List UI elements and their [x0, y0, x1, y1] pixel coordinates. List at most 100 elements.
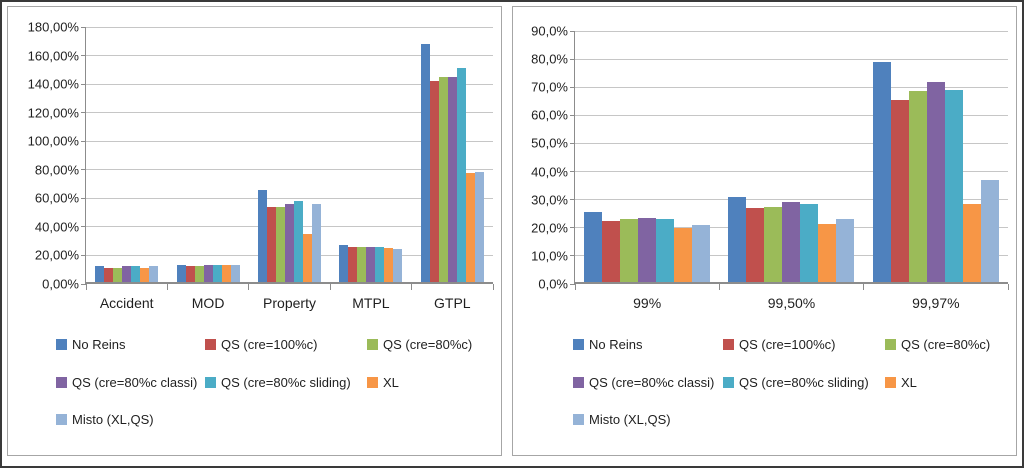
bar-qs-cre-100-c [104, 267, 114, 284]
bar-no-reins [258, 189, 268, 284]
legend-item-no-reins: No Reins [56, 337, 205, 353]
legend-label: QS (cre=80%c sliding) [739, 374, 869, 390]
y-axis-tick-mark [81, 26, 86, 28]
legend: No Reins QS (cre=100%c) QS (cre=80%c) QS (c… [573, 337, 1016, 428]
bar-qs-cre-100-c [348, 246, 358, 284]
bar-misto-xl-qs [836, 219, 855, 284]
legend-label: XL [383, 374, 399, 390]
bar-qs-cre-80-c-classi [122, 266, 132, 284]
bar-xl [221, 264, 231, 284]
bar-groups [575, 31, 1008, 284]
category-group-99-97 [864, 31, 1008, 284]
gridline [86, 112, 493, 114]
bar-qs-cre-80-c-classi [203, 264, 213, 284]
legend-item-qs-cre-80-c-classi: QS (cre=80%c classi) [573, 375, 723, 391]
legend-label: Misto (XL,QS) [589, 412, 671, 428]
category-label: 99,97% [912, 295, 960, 311]
legend-swatch [723, 376, 734, 388]
category-row: Accident MOD Property MTPL GTPL [86, 295, 493, 311]
legend-swatch [367, 339, 378, 351]
bar-misto-xl-qs [474, 171, 484, 284]
legend-label: No Reins [589, 337, 643, 352]
y-axis-tick-label: 60,0% [531, 107, 568, 123]
x-axis-tick-mark [411, 284, 413, 290]
legend-swatch [205, 339, 216, 351]
y-axis-tick-label: 40,00% [34, 219, 79, 235]
y-axis-tick-label: 50,0% [531, 135, 568, 151]
y-axis-tick-label: 30,0% [531, 192, 568, 208]
legend-item-qs-cre-80-c: QS (cre=80%c) [367, 337, 501, 353]
legend-label: QS (cre=100%c) [221, 337, 318, 352]
category-label: 99% [633, 295, 662, 311]
gridline [575, 114, 1008, 116]
category-label: GTPL [434, 295, 471, 311]
bar-qs-cre-80-c-sliding [656, 219, 675, 284]
legend-item-qs-cre-100-c: QS (cre=100%c) [205, 337, 367, 353]
x-axis-line [575, 282, 1008, 284]
y-axis-tick-label: 70,0% [531, 79, 568, 95]
x-axis-tick-mark [492, 284, 494, 290]
x-axis-line [86, 282, 493, 284]
legend-item-xl: XL [367, 375, 501, 391]
bar-qs-cre-100-c [429, 80, 439, 284]
category-group-gtpl [412, 27, 493, 284]
plot-area: 180,00% 160,00% 140,00% 120,00% 100,00% 80,00… [28, 21, 494, 291]
legend-swatch [367, 376, 378, 388]
bar-xl [465, 172, 475, 284]
bar-qs-cre-100-c [267, 206, 277, 284]
y-axis-tick-label: 20,0% [531, 220, 568, 236]
bar-qs-cre-100-c [890, 99, 909, 284]
bar-qs-cre-80-c-classi [926, 81, 945, 284]
legend-label: Misto (XL,QS) [72, 412, 154, 428]
x-axis-tick-mark [248, 284, 250, 290]
bar-qs-cre-80-c-classi [447, 76, 457, 284]
bar-no-reins [95, 266, 105, 284]
bar-no-reins [584, 212, 603, 284]
category-group-mod [167, 27, 248, 284]
gridline [575, 30, 1008, 32]
legend-swatch [56, 376, 67, 388]
bar-qs-cre-80-c [113, 267, 123, 284]
y-axis-tick-label: 80,00% [34, 162, 79, 178]
category-group-99-50 [719, 31, 863, 284]
y-axis-tick-label: 80,0% [531, 51, 568, 67]
bar-qs-cre-80-c-sliding [131, 266, 141, 284]
x-axis-tick-mark [863, 284, 865, 290]
y-axis-tick-label: 120,00% [27, 105, 79, 121]
gridline [575, 86, 1008, 88]
legend-label: QS (cre=80%c classi) [72, 374, 198, 390]
legend: No Reins QS (cre=100%c) QS (cre=80%c) QS (c… [56, 337, 501, 428]
legend-item-qs-cre-80-c-sliding: QS (cre=80%c sliding) [723, 375, 885, 391]
y-axis-tick-label: 140,00% [27, 76, 79, 92]
bar-xl [140, 267, 150, 284]
category-row: 99% 99,50% 99,97% [575, 295, 1008, 311]
gridline [575, 171, 1008, 173]
bar-groups [86, 27, 493, 284]
bar-qs-cre-80-c-sliding [375, 246, 385, 284]
legend-item-qs-cre-80-c: QS (cre=80%c) [885, 337, 1016, 353]
bar-qs-cre-80-c-sliding [800, 203, 819, 284]
y-axis-tick-mark [570, 142, 575, 144]
bar-qs-cre-80-c [438, 76, 448, 284]
bar-qs-cre-80-c-sliding [294, 201, 304, 284]
bar-xl [303, 234, 313, 284]
y-axis-tick-mark [570, 199, 575, 201]
legend-label: No Reins [72, 337, 126, 352]
x-axis-tick-mark [85, 284, 87, 290]
bar-no-reins [728, 196, 747, 284]
legend-label: QS (cre=80%c) [383, 337, 473, 352]
bar-no-reins [339, 245, 349, 284]
category-label: 99,50% [767, 295, 816, 311]
y-axis-tick-mark [570, 114, 575, 116]
chart-panel-left: 180,00% 160,00% 140,00% 120,00% 100,00% 80,00… [7, 6, 502, 456]
category-group-mtpl [330, 27, 411, 284]
legend-swatch [723, 339, 734, 351]
bar-qs-cre-100-c [185, 266, 195, 284]
chart-panel-right: 90,0% 80,0% 70,0% 60,0% 50,0% 40,0% 30,0% 20,0%… [512, 6, 1017, 456]
legend-label: QS (cre=80%c sliding) [221, 374, 351, 390]
gridline [575, 142, 1008, 144]
y-axis-tick-label: 0,0% [538, 276, 568, 292]
y-axis-line [574, 31, 575, 284]
y-axis-tick-mark [570, 227, 575, 229]
